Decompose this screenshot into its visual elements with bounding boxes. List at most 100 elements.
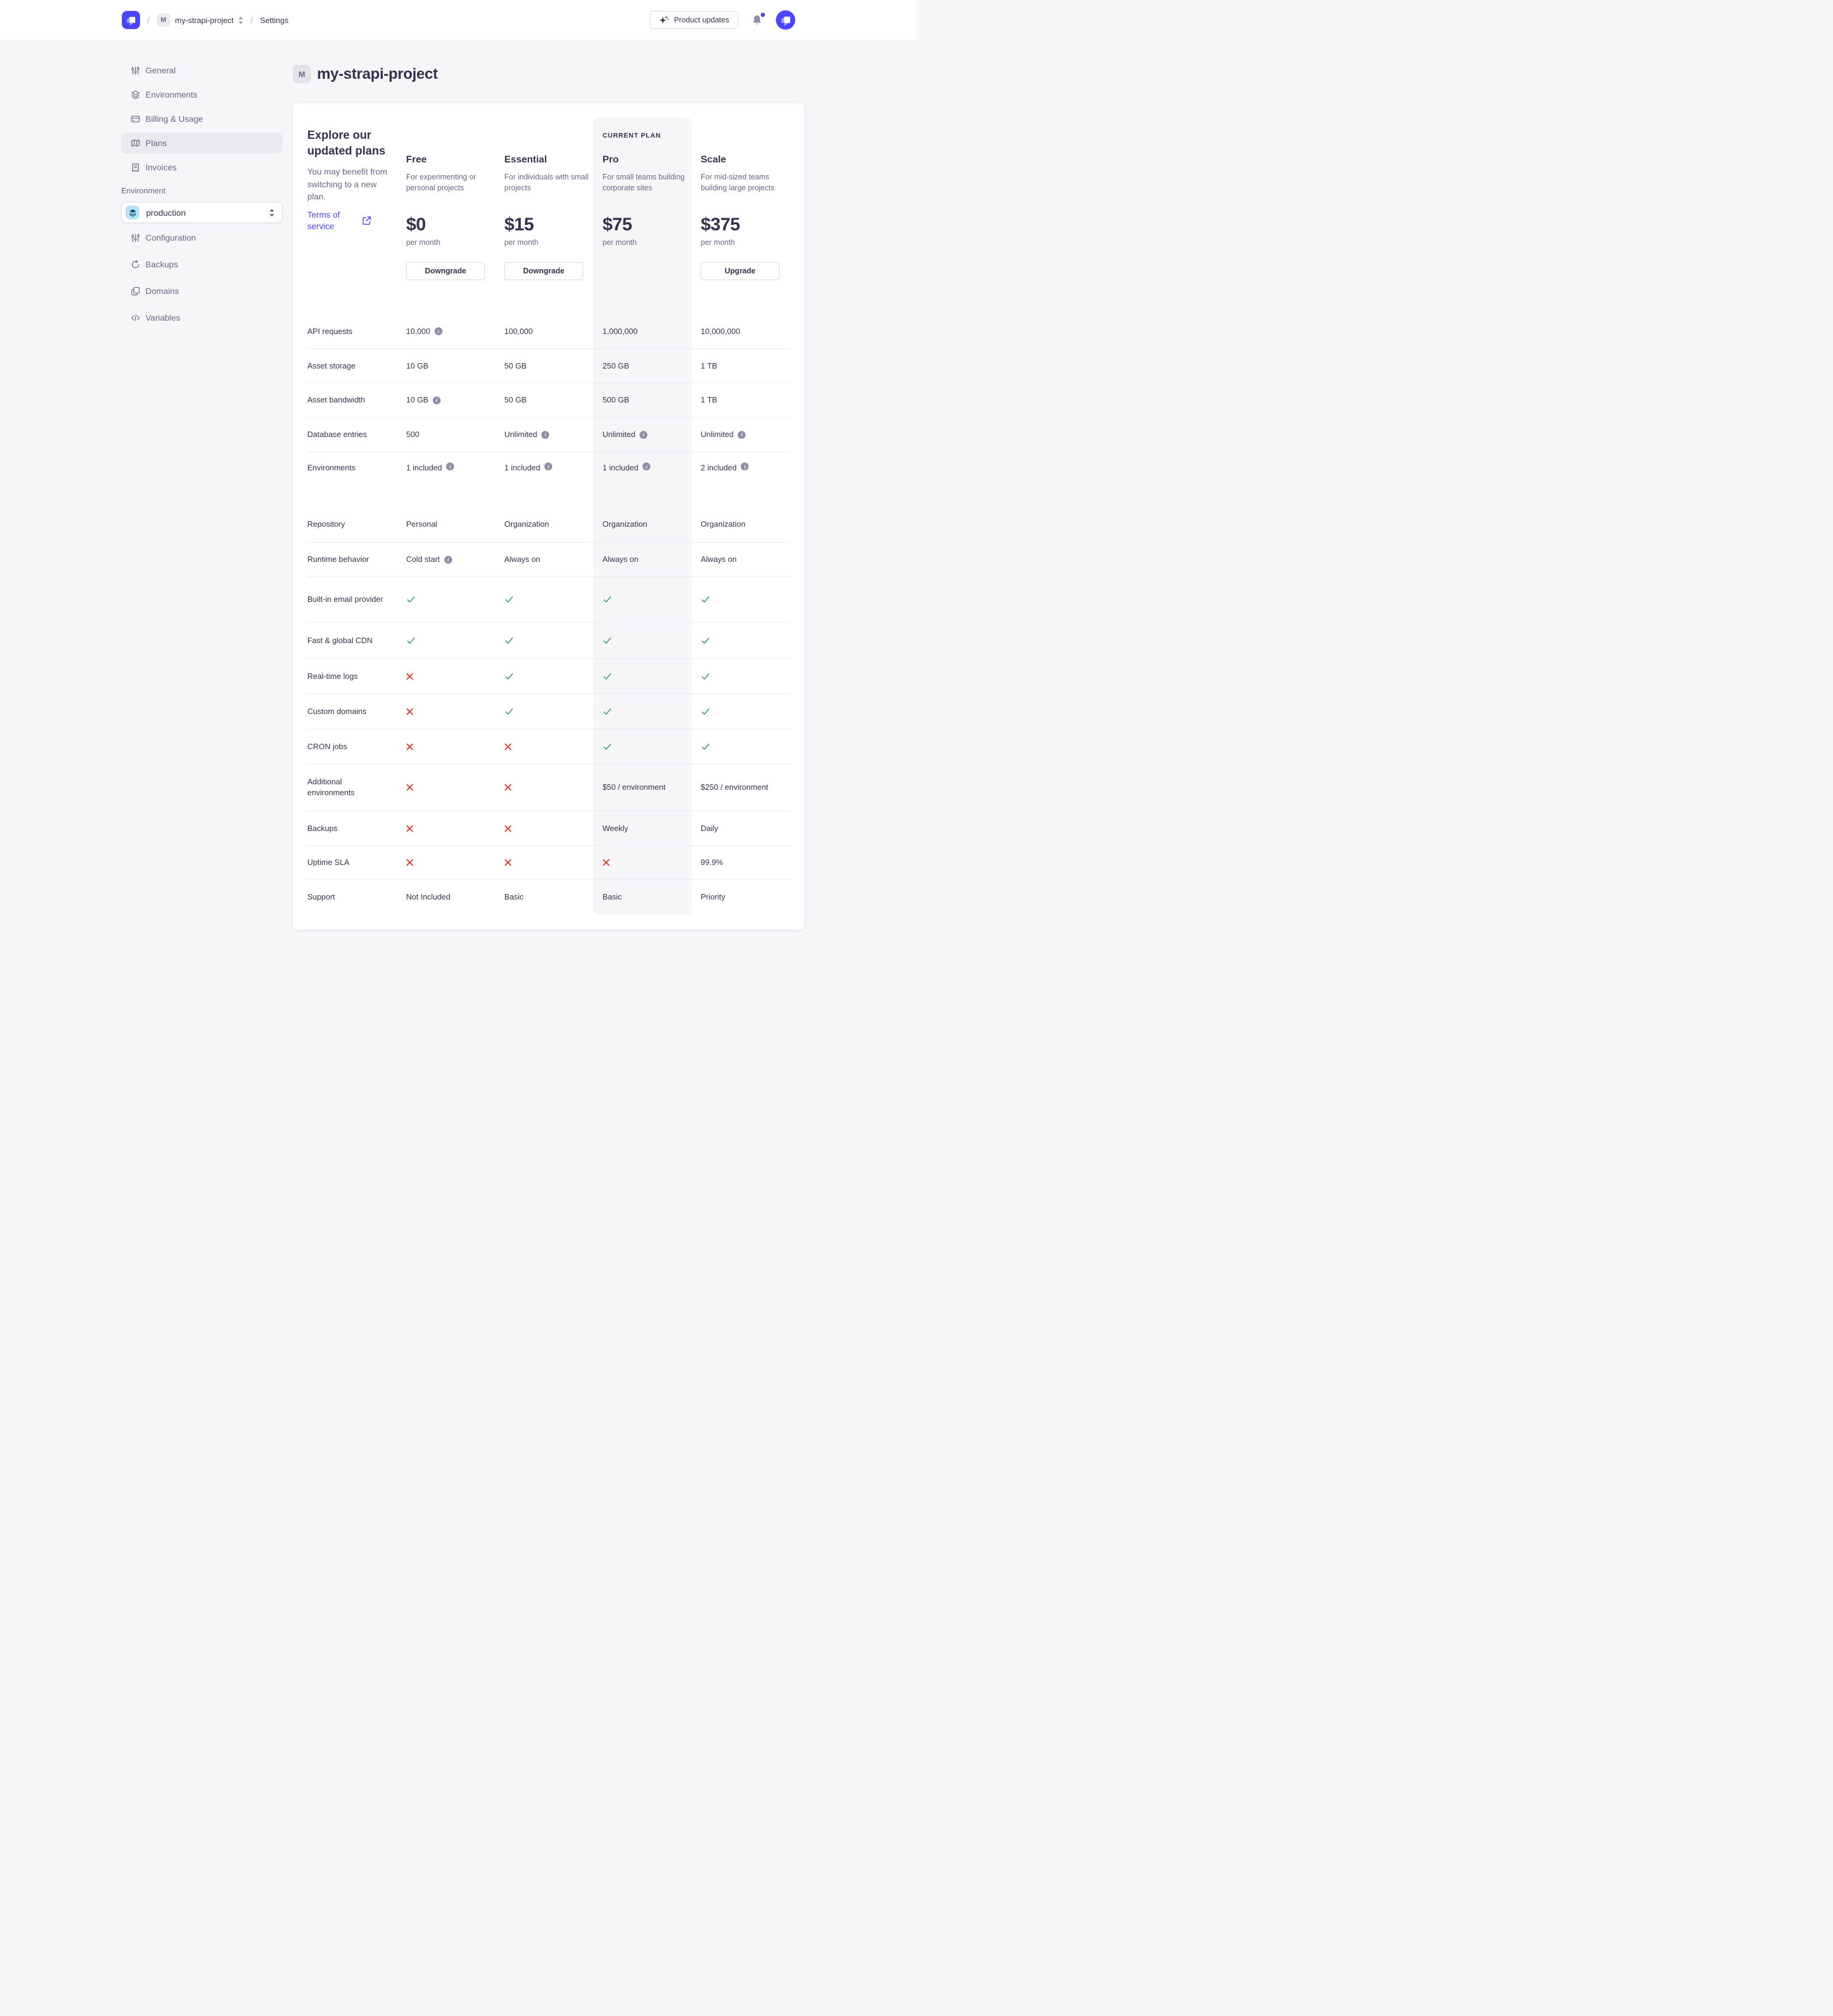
sidebar-item-invoices[interactable]: Invoices <box>121 157 282 178</box>
plan-value: 50 GB <box>504 361 527 370</box>
cross-icon <box>406 708 413 715</box>
check-icon <box>603 743 612 750</box>
plan-value-cell: Unlimited i <box>495 417 593 452</box>
project-initial-badge: M <box>156 13 170 27</box>
plans-card: Explore our updated plans You may benefi… <box>293 103 804 930</box>
terms-label: Terms of service <box>307 209 340 232</box>
plan-value: Basic <box>603 892 622 901</box>
check-icon <box>505 596 513 603</box>
downgrade-button[interactable]: Downgrade <box>406 262 485 280</box>
sidebar-item-plans[interactable]: Plans <box>121 133 282 153</box>
notifications-button[interactable] <box>752 12 765 26</box>
plan-value: Priority <box>701 892 726 901</box>
plan-value-cell <box>397 764 495 810</box>
sidebar-item-backups[interactable]: Backups <box>121 254 282 275</box>
plan-value: Organization <box>701 519 746 529</box>
sidebar-nav: General Environments Billing & Usage Pla… <box>121 60 282 178</box>
sparkles-icon <box>659 15 669 24</box>
avatar[interactable] <box>776 10 795 30</box>
cross-icon <box>504 743 512 750</box>
plan-value: 1 TB <box>701 361 718 370</box>
sidebar-item-variables[interactable]: Variables <box>121 307 282 328</box>
sidebar-item-configuration[interactable]: Configuration <box>121 227 282 248</box>
product-updates-button[interactable]: Product updates <box>649 11 738 29</box>
info-icon[interactable]: i <box>432 396 441 404</box>
plan-value: 10,000 <box>406 326 430 336</box>
plan-value: Unlimited <box>701 430 734 439</box>
sidebar-item-environments[interactable]: Environments <box>121 84 282 105</box>
plan-price: $375 <box>701 215 740 235</box>
sidebar-item-label: Billing & Usage <box>145 114 203 124</box>
plan-value-cell: 10 GB i <box>397 382 495 417</box>
info-icon[interactable]: i <box>544 462 553 470</box>
plan-description: For mid-sized teams building large proje… <box>701 173 775 192</box>
environment-select[interactable]: production <box>121 202 282 223</box>
plan-header-scale: Scale For mid-sized teams building large… <box>692 118 790 314</box>
plan-value-cell: Unlimited i <box>593 417 692 452</box>
plan-value: 500 <box>406 430 419 439</box>
plan-name: Scale <box>701 155 726 165</box>
sidebar-item-billing-usage[interactable]: Billing & Usage <box>121 108 282 129</box>
plan-description: For experimenting or personal projects <box>406 173 476 192</box>
info-icon[interactable]: i <box>741 462 749 470</box>
sidebar-item-domains[interactable]: Domains <box>121 281 282 301</box>
plans-heading: Explore our updated plans <box>307 129 386 158</box>
environment-select-value: production <box>146 207 186 218</box>
info-icon[interactable]: i <box>444 555 452 564</box>
plan-value-cell: 10 GB <box>397 349 495 382</box>
project-selector[interactable]: M my-strapi-project <box>156 13 244 27</box>
check-icon <box>701 637 710 644</box>
plan-value-cell: Daily <box>692 810 790 846</box>
feature-label: API requests <box>307 326 353 336</box>
plan-value-cell <box>692 693 790 729</box>
page-title-row: M my-strapi-project <box>293 65 804 83</box>
feature-label: Asset storage <box>307 349 397 382</box>
info-icon[interactable]: i <box>541 430 550 439</box>
breadcrumb-section: Settings <box>260 15 289 25</box>
plan-value-cell <box>397 658 495 693</box>
plan-value: Personal <box>406 519 438 529</box>
sidebar-item-label: Backups <box>145 259 178 269</box>
info-icon[interactable]: i <box>738 430 746 439</box>
strapi-logo[interactable] <box>122 11 140 29</box>
sidebar-item-label: Variables <box>145 313 181 322</box>
plan-value-cell: Always on <box>495 542 593 576</box>
feature-label: Backups <box>307 810 397 846</box>
code-icon <box>131 314 140 321</box>
plan-value-cell <box>495 846 593 879</box>
plan-value-cell <box>593 622 692 658</box>
plan-value-cell <box>593 846 692 879</box>
info-icon[interactable]: i <box>639 430 648 439</box>
terms-of-service-link[interactable]: Terms of service <box>307 209 372 233</box>
plan-value-cell: Always on <box>692 542 790 576</box>
plan-name: Free <box>406 155 427 165</box>
sliders-icon <box>131 233 140 242</box>
settings-sidebar: General Environments Billing & Usage Pla… <box>121 41 282 954</box>
plan-value-cell: 100,000 <box>495 314 593 349</box>
main-content: M my-strapi-project Explore our updated … <box>293 41 804 954</box>
plan-value: 1 included <box>406 463 442 472</box>
downgrade-button[interactable]: Downgrade <box>504 262 583 280</box>
plan-value-cell: 10,000,000 <box>692 314 790 349</box>
sidebar-item-general[interactable]: General <box>121 60 282 81</box>
info-icon[interactable]: i <box>643 462 651 470</box>
check-icon <box>701 673 710 679</box>
upgrade-button[interactable]: Upgrade <box>701 262 780 280</box>
environment-nav: Configuration Backups Domains Variables <box>121 227 282 328</box>
layers-icon <box>131 90 140 99</box>
project-name: my-strapi-project <box>175 15 234 25</box>
plan-value: 10 GB <box>406 361 429 370</box>
check-icon <box>701 743 710 750</box>
plan-value-cell <box>397 576 495 622</box>
plan-value: 1 included <box>603 463 639 472</box>
feature-label: Additional environments <box>307 764 397 810</box>
info-icon[interactable]: i <box>446 462 455 470</box>
plan-value-cell: 2 included i <box>692 452 790 507</box>
plan-value: $50 / environment <box>603 783 666 792</box>
plan-header-free: Free For experimenting or personal proje… <box>397 118 495 314</box>
info-icon[interactable]: i <box>434 327 442 335</box>
plan-value-cell: 500 <box>397 417 495 452</box>
breadcrumb-separator: / <box>250 15 253 25</box>
check-icon <box>603 637 612 644</box>
plans-subheading: You may benefit from switching to a new … <box>307 167 387 201</box>
